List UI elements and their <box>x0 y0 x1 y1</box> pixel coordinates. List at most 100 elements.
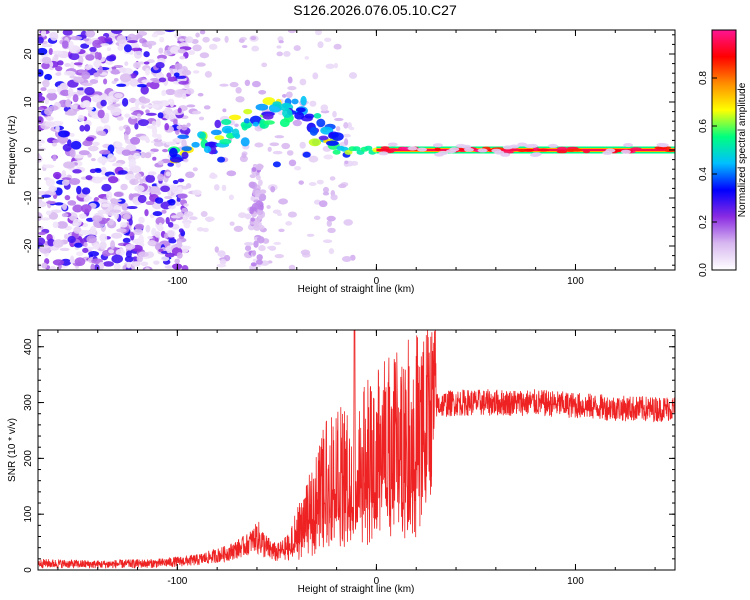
signal-blob <box>316 118 326 128</box>
noise-blob <box>287 76 293 84</box>
noise-blob <box>276 51 283 57</box>
noise-blob <box>59 247 70 252</box>
noise-blob <box>145 174 156 183</box>
noise-blob <box>118 126 124 131</box>
noise-blob <box>160 185 171 193</box>
noise-blob <box>181 93 187 100</box>
noise-blob <box>56 221 68 229</box>
noise-blob <box>99 209 106 214</box>
noise-blob <box>177 178 185 183</box>
noise-blob <box>117 45 124 51</box>
noise-blob <box>133 228 144 236</box>
colorbar-frame <box>711 29 737 271</box>
noise-blob <box>130 136 141 145</box>
noise-blob <box>97 199 109 203</box>
noise-blob <box>72 169 82 174</box>
noise-blob <box>322 191 330 196</box>
noise-blob <box>269 142 280 147</box>
signal-blob <box>249 115 262 125</box>
noise-blob <box>175 201 181 206</box>
noise-blob <box>84 86 95 96</box>
noise-blob <box>87 145 99 152</box>
noise-blob <box>84 65 92 70</box>
noise-blob <box>219 258 227 265</box>
noise-blob <box>344 160 349 164</box>
noise-blob <box>42 79 50 88</box>
line-hotspot <box>524 148 535 152</box>
noise-blob <box>111 66 117 70</box>
noise-blob <box>55 72 62 76</box>
noise-blob <box>155 118 161 128</box>
signal-blob <box>302 151 311 158</box>
noise-blob <box>229 81 239 88</box>
noise-blob <box>96 130 106 136</box>
noise-blob <box>192 189 202 196</box>
noise-blob <box>179 56 186 60</box>
noise-blob <box>293 45 301 52</box>
signal-blob <box>170 156 183 163</box>
noise-blob <box>209 173 218 179</box>
colorbar-label: Normalized spectral amplitude <box>737 82 748 217</box>
noise-blob <box>208 43 218 50</box>
noise-blob <box>145 224 151 233</box>
line-hotspot <box>556 150 568 154</box>
noise-blob <box>188 50 195 56</box>
colorbar-tick-label: 0.6 <box>698 119 709 133</box>
signal-blob <box>208 141 215 148</box>
noise-blob <box>186 104 196 108</box>
x-tick-label: 0 <box>374 576 380 587</box>
noise-blob <box>235 86 242 94</box>
noise-blob <box>326 220 332 227</box>
noise-blob <box>128 98 138 103</box>
noise-blob <box>176 125 183 130</box>
y-tick-label: 0 <box>23 567 34 573</box>
noise-blob <box>124 113 131 118</box>
noise-blob <box>204 71 213 78</box>
noise-blob <box>93 60 102 68</box>
noise-blob <box>61 179 70 186</box>
noise-blob <box>277 212 283 217</box>
noise-blob <box>167 162 174 167</box>
noise-blob <box>108 249 115 254</box>
signal-blob <box>214 119 222 129</box>
snr-frame <box>37 329 676 571</box>
noise-blob <box>118 67 127 73</box>
signal-blob <box>219 138 232 145</box>
noise-blob <box>81 187 91 195</box>
line-halo <box>623 143 634 147</box>
noise-blob <box>40 87 47 92</box>
noise-blob <box>136 84 148 88</box>
noise-blob <box>158 47 164 54</box>
noise-blob <box>102 261 115 267</box>
streak-blob <box>255 163 264 171</box>
noise-blob <box>254 142 264 148</box>
noise-blob <box>89 225 97 235</box>
noise-blob <box>148 186 161 194</box>
noise-blob <box>197 92 204 97</box>
noise-blob <box>48 48 53 55</box>
noise-blob <box>52 239 64 248</box>
line-halo <box>531 152 542 157</box>
noise-blob <box>212 37 221 42</box>
snr-panel: -100 0 100 0 100 200 300 400 Height of straight… <box>7 329 676 595</box>
noise-blob <box>149 81 160 90</box>
noise-blob <box>177 193 188 199</box>
noise-blob <box>330 194 338 201</box>
noise-blob <box>52 171 62 179</box>
noise-blob <box>157 173 164 182</box>
noise-blob <box>143 104 154 108</box>
y-tick-label: -10 <box>23 190 34 205</box>
noise-blob <box>105 96 112 101</box>
noise-blob <box>299 78 307 86</box>
noise-blob <box>52 259 65 266</box>
x-tick-label: 0 <box>374 276 380 287</box>
streak-blob <box>256 236 265 244</box>
noise-blob <box>86 235 97 244</box>
x-tick-label: -100 <box>167 276 187 287</box>
noise-blob <box>100 43 110 47</box>
signal-blob <box>240 137 250 147</box>
signal-blob <box>255 103 269 111</box>
noise-blob <box>44 121 56 128</box>
line-halo <box>455 143 466 148</box>
noise-blob <box>46 88 57 94</box>
